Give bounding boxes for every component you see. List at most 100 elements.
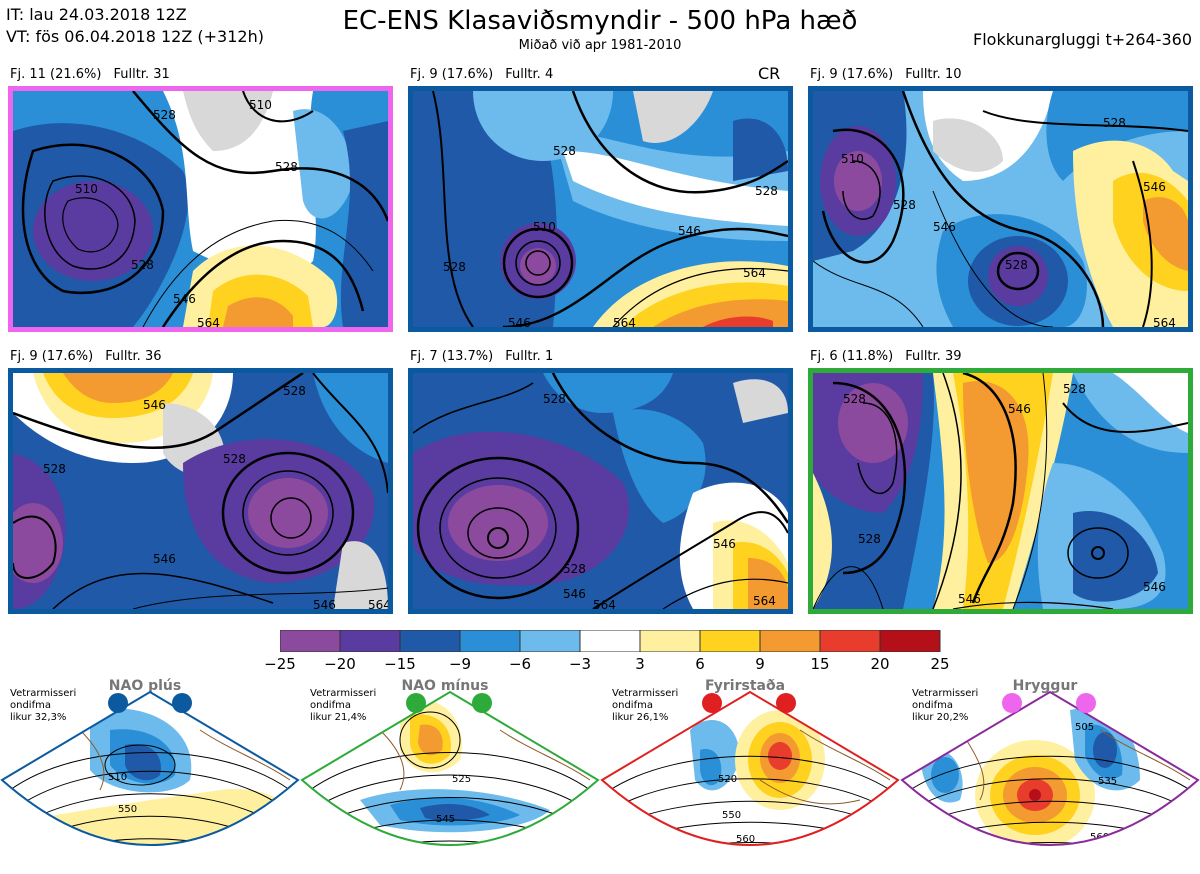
- regime-3-title: Fyrirstaða: [704, 678, 786, 694]
- panel-3-member: Fulltr. 10: [905, 67, 962, 82]
- colorbar-swatch: [279, 629, 341, 653]
- colorbar-label: −3: [568, 655, 592, 673]
- colorbar-label: 20: [870, 655, 890, 673]
- colorbar-swatch: [339, 629, 401, 653]
- initial-time: IT: lau 24.03.2018 12Z: [6, 5, 187, 24]
- colorbar-swatch: [759, 629, 821, 653]
- panel-1-member: Fulltr. 31: [113, 67, 170, 82]
- panel-3-cluster: Fj. 9 (17.6%): [810, 67, 894, 82]
- regime-4-contour-label: 535: [1098, 776, 1117, 787]
- colorbar-swatch: [819, 629, 881, 653]
- page-subtitle: Miðað við apr 1981-2010: [518, 38, 682, 53]
- panel-1-contour-label: 564: [197, 316, 220, 327]
- colorbar: [279, 629, 944, 656]
- panel-2-contour-label: 546: [508, 316, 531, 327]
- panel-1-contour-label: 528: [131, 258, 154, 272]
- regime-4-note: Vetrarmisseri ondifma likur 20,2%: [912, 688, 979, 723]
- colorbar-label: −15: [384, 655, 416, 673]
- panel-5-member: Fulltr. 1: [505, 349, 554, 364]
- regime-4-dot: [1076, 693, 1096, 713]
- header-times: IT: lau 24.03.2018 12Z VT: fös 06.04.201…: [6, 4, 264, 48]
- colorbar-swatch: [879, 629, 941, 653]
- regime-3-map: 520 550 560: [600, 690, 900, 874]
- regime-2-contour-label: 565: [446, 850, 465, 861]
- colorbar-label: −9: [448, 655, 472, 673]
- regime-3-dot: [776, 693, 796, 713]
- regime-4-dot: [1002, 693, 1022, 713]
- panel-5-contour-label: 564: [593, 598, 616, 609]
- regime-3-contour-label: 550: [722, 810, 741, 821]
- regime-2-contour-label: 525: [452, 774, 471, 785]
- regime-2-contour-label: 545: [436, 814, 455, 825]
- colorbar-swatch: [519, 629, 581, 653]
- panel-3-contour-label: 546: [933, 220, 956, 234]
- regime-1-map: 510 550: [0, 690, 300, 874]
- colorbar-label: 25: [930, 655, 950, 673]
- panel-2-contour-label: 564: [743, 266, 766, 280]
- panel-1-contour-label: 510: [75, 182, 98, 196]
- panel-2-caption: Fj. 9 (17.6%) Fulltr. 4: [410, 67, 553, 82]
- colorbar-swatch: [699, 629, 761, 653]
- panel-2-contour-label: 510: [533, 220, 556, 234]
- panel-5-contour-label: 528: [563, 562, 586, 576]
- panel-6-contour-label: 528: [858, 532, 881, 546]
- panel-6-contour-label: 546: [1143, 580, 1166, 594]
- panel-2-contour-label: 564: [613, 316, 636, 327]
- colorbar-swatch: [579, 629, 641, 653]
- regime-4-map: 505 535 560: [900, 690, 1200, 874]
- panel-1-contour-label: 510: [249, 98, 272, 112]
- colorbar-label: −6: [508, 655, 532, 673]
- panel-3-map: 510 528 528 546 528 546 564: [808, 86, 1193, 332]
- panel-4-contour-label: 546: [313, 598, 336, 609]
- regime-2-note: Vetrarmisseri ondifma likur 21,4%: [310, 688, 377, 723]
- regime-1-title: NAO plús: [108, 678, 182, 694]
- panel-6-caption: Fj. 6 (11.8%) Fulltr. 39: [810, 349, 962, 364]
- panel-6-contour-label: 528: [843, 392, 866, 406]
- regime-3-note: Vetrarmisseri ondifma likur 26,1%: [612, 688, 679, 723]
- panel-5-map: 528 528 546 546 564 564: [408, 368, 793, 614]
- panel-5-caption: Fj. 7 (13.7%) Fulltr. 1: [410, 349, 553, 364]
- colorbar-label: −25: [264, 655, 296, 673]
- panel-2-contour-label: 528: [443, 260, 466, 274]
- regime-2-dot: [406, 693, 426, 713]
- colorbar-label: 6: [695, 655, 705, 673]
- panel-4-contour-label: 528: [223, 452, 246, 466]
- regime-1-dot: [108, 693, 128, 713]
- panel-5-contour-label: 564: [753, 594, 776, 608]
- panel-6-contour-label: 546: [1008, 402, 1031, 416]
- panel-1-contour-label: 546: [173, 292, 196, 306]
- panel-3-contour-label: 546: [1143, 180, 1166, 194]
- panel-2-tag: CR: [758, 64, 781, 83]
- panel-5-contour-label: 546: [713, 537, 736, 551]
- panel-5-cluster: Fj. 7 (13.7%): [410, 349, 494, 364]
- regime-4-contour-label: 505: [1075, 722, 1094, 733]
- colorbar-label: 3: [635, 655, 645, 673]
- panel-1-cluster: Fj. 11 (21.6%): [10, 67, 102, 82]
- panel-3-contour-label: 528: [1005, 258, 1028, 272]
- panel-4-caption: Fj. 9 (17.6%) Fulltr. 36: [10, 349, 162, 364]
- panel-4-map: 546 528 528 546 546 564 528: [8, 368, 393, 614]
- regime-4-title: Hryggur: [1012, 678, 1078, 694]
- panel-6-cluster: Fj. 6 (11.8%): [810, 349, 894, 364]
- colorbar-label: 15: [810, 655, 830, 673]
- colorbar-swatch: [459, 629, 521, 653]
- panel-3-contour-label: 528: [893, 198, 916, 212]
- panel-1-contour-label: 528: [275, 160, 298, 174]
- panel-3-caption: Fj. 9 (17.6%) Fulltr. 10: [810, 67, 962, 82]
- colorbar-swatch: [639, 629, 701, 653]
- panel-5-contour-label: 546: [563, 587, 586, 601]
- regime-2-title: NAO mínus: [401, 678, 489, 694]
- colorbar-label: −20: [324, 655, 356, 673]
- regime-3-contour-label: 560: [736, 834, 755, 845]
- panel-1-contour-label: 528: [153, 108, 176, 122]
- panel-3-contour-label: 564: [1153, 316, 1176, 327]
- regime-1-contour-label: 510: [108, 772, 127, 783]
- panel-2-cluster: Fj. 9 (17.6%): [410, 67, 494, 82]
- panel-6-contour-label: 528: [1063, 382, 1086, 396]
- panel-4-member: Fulltr. 36: [105, 349, 162, 364]
- valid-time: VT: fös 06.04.2018 12Z (+312h): [6, 27, 264, 46]
- panel-2-contour-label: 528: [755, 184, 778, 198]
- regime-3-dot: [702, 693, 722, 713]
- panel-2-map: 510 528 528 546 564 546 564 528: [408, 86, 793, 332]
- panel-3-contour-label: 510: [841, 152, 864, 166]
